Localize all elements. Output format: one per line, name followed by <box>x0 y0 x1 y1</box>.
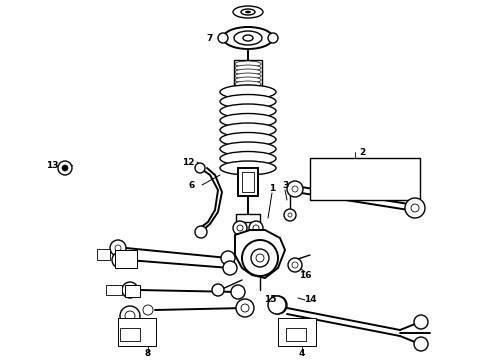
Circle shape <box>120 306 140 326</box>
Bar <box>278 318 316 346</box>
Circle shape <box>292 262 298 268</box>
Bar <box>125 285 140 297</box>
Text: 3: 3 <box>282 180 288 189</box>
Text: 1: 1 <box>269 184 275 193</box>
Bar <box>118 318 156 346</box>
Circle shape <box>249 221 263 235</box>
Ellipse shape <box>220 104 276 118</box>
Circle shape <box>221 251 235 265</box>
Ellipse shape <box>220 132 276 147</box>
Circle shape <box>292 186 298 192</box>
Circle shape <box>231 285 245 299</box>
Bar <box>120 328 140 341</box>
Text: 11: 11 <box>97 251 109 260</box>
Ellipse shape <box>220 85 276 99</box>
Circle shape <box>405 198 425 218</box>
Polygon shape <box>235 230 285 278</box>
Circle shape <box>287 181 303 197</box>
Circle shape <box>241 304 249 312</box>
Circle shape <box>143 305 153 315</box>
Bar <box>97 249 110 260</box>
Circle shape <box>117 257 123 263</box>
Circle shape <box>268 33 278 43</box>
Text: 12: 12 <box>182 158 194 166</box>
Bar <box>238 168 258 196</box>
Circle shape <box>269 296 287 314</box>
Ellipse shape <box>235 69 261 75</box>
Circle shape <box>242 240 278 276</box>
Circle shape <box>218 33 228 43</box>
Circle shape <box>274 301 282 309</box>
Circle shape <box>233 221 247 235</box>
Ellipse shape <box>234 31 262 45</box>
Circle shape <box>110 240 126 256</box>
Ellipse shape <box>220 113 276 127</box>
Bar <box>106 285 122 295</box>
Ellipse shape <box>235 61 261 67</box>
Circle shape <box>268 296 286 314</box>
Text: 5: 5 <box>294 330 300 339</box>
Circle shape <box>284 209 296 221</box>
Ellipse shape <box>235 73 261 79</box>
Text: 13: 13 <box>46 161 58 170</box>
Ellipse shape <box>220 152 276 166</box>
Circle shape <box>115 245 121 251</box>
Bar <box>115 250 137 268</box>
Circle shape <box>195 163 205 173</box>
Ellipse shape <box>245 11 250 13</box>
Text: 10: 10 <box>107 285 119 294</box>
Text: 6: 6 <box>189 180 195 189</box>
Text: 8: 8 <box>145 350 151 359</box>
Circle shape <box>256 254 264 262</box>
Ellipse shape <box>220 123 276 137</box>
Text: 15: 15 <box>264 296 276 305</box>
Circle shape <box>251 249 269 267</box>
Bar <box>234 60 262 92</box>
Ellipse shape <box>241 9 255 15</box>
Circle shape <box>253 225 259 231</box>
Text: 9: 9 <box>127 330 133 339</box>
Circle shape <box>122 282 138 298</box>
Circle shape <box>195 226 207 238</box>
Circle shape <box>236 299 254 317</box>
Circle shape <box>62 165 68 171</box>
Text: 2: 2 <box>359 148 365 157</box>
Ellipse shape <box>233 6 263 18</box>
Circle shape <box>127 287 133 293</box>
Text: 14: 14 <box>304 296 317 305</box>
Ellipse shape <box>235 85 261 91</box>
Circle shape <box>414 315 428 329</box>
Circle shape <box>414 337 428 351</box>
Ellipse shape <box>243 35 253 41</box>
Ellipse shape <box>220 142 276 156</box>
Bar <box>242 172 254 192</box>
Text: 4: 4 <box>299 350 305 359</box>
Circle shape <box>411 204 419 212</box>
Circle shape <box>58 161 72 175</box>
Ellipse shape <box>220 161 276 175</box>
Circle shape <box>223 261 237 275</box>
Ellipse shape <box>223 27 273 49</box>
Circle shape <box>212 284 224 296</box>
Circle shape <box>288 258 302 272</box>
Ellipse shape <box>235 65 261 71</box>
Ellipse shape <box>235 77 261 83</box>
Text: 7: 7 <box>207 33 213 42</box>
Ellipse shape <box>220 95 276 108</box>
Circle shape <box>112 252 128 268</box>
Bar <box>286 328 306 341</box>
Text: 16: 16 <box>299 270 311 279</box>
Circle shape <box>125 311 135 321</box>
Ellipse shape <box>235 81 261 87</box>
Circle shape <box>237 225 243 231</box>
Bar <box>236 214 260 222</box>
Bar <box>310 158 420 200</box>
Circle shape <box>288 213 292 217</box>
